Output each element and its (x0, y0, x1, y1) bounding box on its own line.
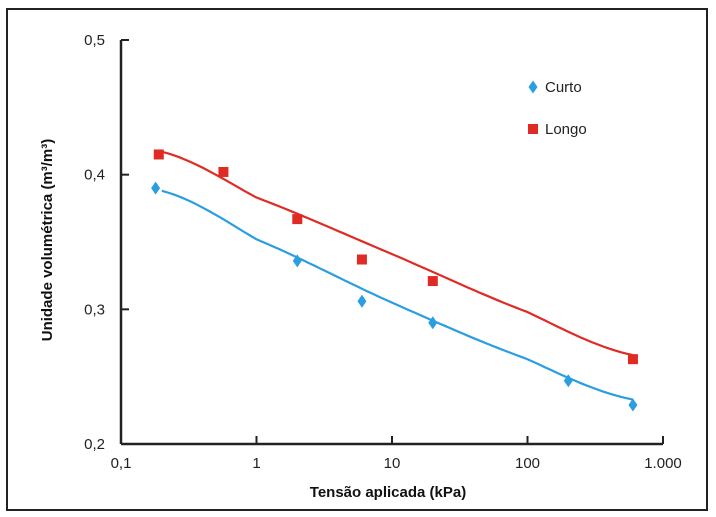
y-tick-label: 0,3 (84, 301, 105, 318)
data-point-longo (427, 276, 438, 287)
legend-label-longo: Longo (545, 121, 587, 138)
axes (119, 39, 664, 446)
x-tick-label: 0,1 (111, 455, 132, 472)
data-point-curto (151, 181, 161, 195)
data-point-longo (292, 214, 303, 225)
data-point-curto (628, 398, 638, 412)
x-tick-label: 100 (515, 455, 540, 472)
data-point-longo (153, 149, 164, 160)
x-tick-label: 10 (384, 455, 401, 472)
y-tick-label: 0,5 (84, 32, 105, 49)
data-point-curto (292, 254, 302, 268)
data-points (151, 149, 638, 412)
data-point-longo (218, 166, 229, 177)
x-tick-label: 1.000 (644, 455, 682, 472)
y-tick-label: 0,2 (84, 436, 105, 453)
y-tick-label: 0,4 (84, 167, 105, 184)
data-point-curto (357, 294, 367, 308)
tick-labels: 0,2 0,3 0,4 0,5 0,1 1 10 100 1.000 (84, 32, 682, 472)
trend-lines (161, 150, 634, 401)
data-point-longo (356, 254, 367, 265)
legend: Curto Longo (528, 79, 587, 138)
legend-marker-longo (528, 124, 538, 134)
y-axis-title: Unidade volumétrica (m³/m³) (39, 139, 56, 342)
legend-marker-curto (528, 80, 538, 94)
x-axis-title: Tensão aplicada (kPa) (310, 484, 466, 501)
trend-line-curto (161, 189, 634, 401)
data-point-longo (627, 354, 638, 365)
data-point-curto (428, 316, 438, 330)
legend-label-curto: Curto (545, 79, 582, 96)
x-tick-label: 1 (252, 455, 260, 472)
data-point-curto (563, 374, 573, 388)
trend-line-longo (161, 150, 634, 357)
